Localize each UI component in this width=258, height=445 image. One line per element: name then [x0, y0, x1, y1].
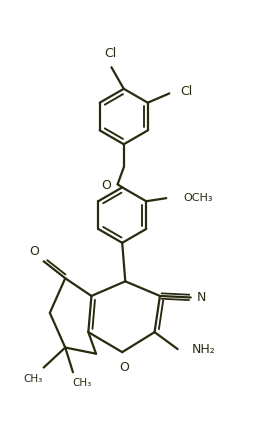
- Text: NH₂: NH₂: [191, 343, 215, 356]
- Text: Cl: Cl: [180, 85, 192, 97]
- Text: Cl: Cl: [104, 47, 116, 61]
- Text: O: O: [119, 361, 129, 374]
- Text: O: O: [101, 179, 111, 192]
- Text: N: N: [197, 291, 206, 304]
- Text: O: O: [29, 245, 39, 258]
- Text: CH₃: CH₃: [72, 378, 92, 388]
- Text: OCH₃: OCH₃: [183, 193, 213, 203]
- Text: CH₃: CH₃: [23, 374, 43, 384]
